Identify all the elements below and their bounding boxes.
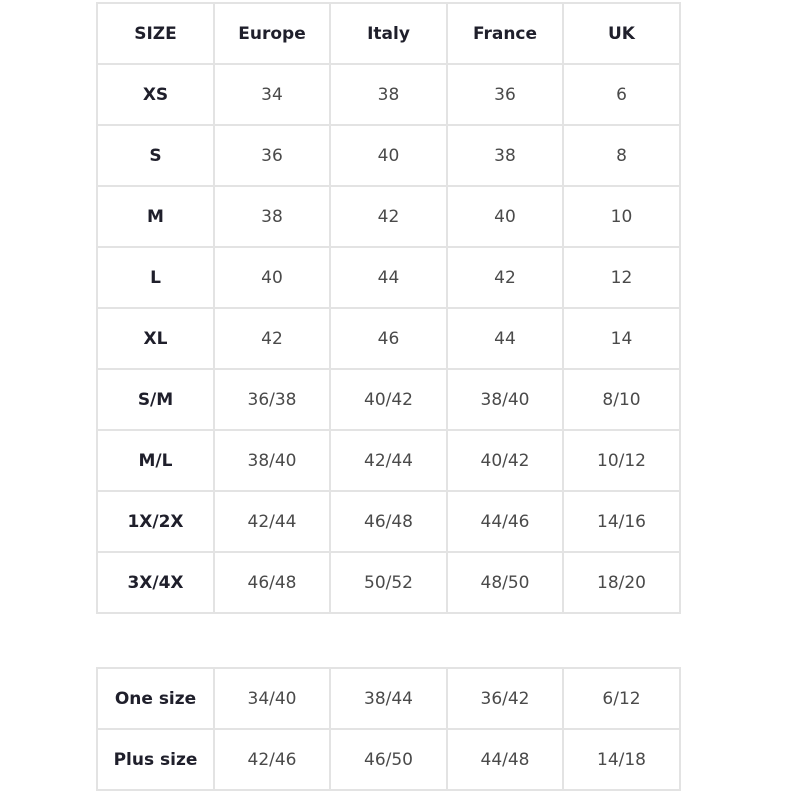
size-label-cell: Plus size	[96, 728, 215, 791]
size-value-cell: 36/42	[446, 667, 564, 730]
size-value-cell: 14/16	[562, 490, 681, 553]
size-chart-table: SIZE Europe Italy France UK XS 34 38 36 6 S 36 40 38 8…	[96, 2, 681, 614]
size-value-cell: 42	[446, 246, 564, 309]
size-value-cell: 42	[329, 185, 448, 248]
size-value-cell: 46/50	[329, 728, 448, 791]
extra-size-table: One size 34/40 38/44 36/42 6/12 Plus size 42/4…	[96, 667, 681, 791]
column-header: France	[446, 2, 564, 65]
size-value-cell: 36	[213, 124, 331, 187]
size-value-cell: 40	[329, 124, 448, 187]
size-value-cell: 18/20	[562, 551, 681, 614]
size-value-cell: 42/44	[213, 490, 331, 553]
size-label-cell: One size	[96, 667, 215, 730]
size-value-cell: 48/50	[446, 551, 564, 614]
size-value-cell: 36/38	[213, 368, 331, 431]
table-row: Plus size 42/46 46/50 44/48 14/18	[96, 728, 681, 791]
size-label-cell: M	[96, 185, 215, 248]
size-value-cell: 38/40	[213, 429, 331, 492]
size-value-cell: 44	[446, 307, 564, 370]
table-row: 3X/4X 46/48 50/52 48/50 18/20	[96, 551, 681, 614]
header-row: SIZE Europe Italy France UK	[96, 2, 681, 65]
table-row: S 36 40 38 8	[96, 124, 681, 187]
size-value-cell: 10/12	[562, 429, 681, 492]
table-row: S/M 36/38 40/42 38/40 8/10	[96, 368, 681, 431]
size-label-cell: S/M	[96, 368, 215, 431]
size-value-cell: 40	[446, 185, 564, 248]
column-header: Europe	[213, 2, 331, 65]
size-label-cell: S	[96, 124, 215, 187]
size-value-cell: 42	[213, 307, 331, 370]
size-value-cell: 34/40	[213, 667, 331, 730]
size-value-cell: 44	[329, 246, 448, 309]
size-value-cell: 40/42	[329, 368, 448, 431]
column-header: SIZE	[96, 2, 215, 65]
size-value-cell: 38	[446, 124, 564, 187]
size-value-cell: 14/18	[562, 728, 681, 791]
size-value-cell: 6	[562, 63, 681, 126]
size-value-cell: 40	[213, 246, 331, 309]
size-value-cell: 6/12	[562, 667, 681, 730]
size-value-cell: 12	[562, 246, 681, 309]
size-value-cell: 8/10	[562, 368, 681, 431]
size-value-cell: 10	[562, 185, 681, 248]
size-value-cell: 38	[213, 185, 331, 248]
size-value-cell: 36	[446, 63, 564, 126]
size-label-cell: XL	[96, 307, 215, 370]
column-header: UK	[562, 2, 681, 65]
size-value-cell: 46/48	[213, 551, 331, 614]
column-header: Italy	[329, 2, 448, 65]
size-label-cell: 3X/4X	[96, 551, 215, 614]
size-value-cell: 38/40	[446, 368, 564, 431]
size-value-cell: 38	[329, 63, 448, 126]
size-label-cell: 1X/2X	[96, 490, 215, 553]
table-row: M 38 42 40 10	[96, 185, 681, 248]
table-row: XL 42 46 44 14	[96, 307, 681, 370]
table-row: M/L 38/40 42/44 40/42 10/12	[96, 429, 681, 492]
size-value-cell: 42/44	[329, 429, 448, 492]
size-value-cell: 44/46	[446, 490, 564, 553]
table-row: L 40 44 42 12	[96, 246, 681, 309]
size-value-cell: 8	[562, 124, 681, 187]
size-label-cell: L	[96, 246, 215, 309]
size-value-cell: 50/52	[329, 551, 448, 614]
size-value-cell: 46	[329, 307, 448, 370]
size-value-cell: 44/48	[446, 728, 564, 791]
table-row: XS 34 38 36 6	[96, 63, 681, 126]
size-value-cell: 42/46	[213, 728, 331, 791]
size-value-cell: 38/44	[329, 667, 448, 730]
size-label-cell: XS	[96, 63, 215, 126]
size-value-cell: 34	[213, 63, 331, 126]
size-label-cell: M/L	[96, 429, 215, 492]
table-row: One size 34/40 38/44 36/42 6/12	[96, 667, 681, 730]
size-value-cell: 14	[562, 307, 681, 370]
size-value-cell: 40/42	[446, 429, 564, 492]
table-row: 1X/2X 42/44 46/48 44/46 14/16	[96, 490, 681, 553]
size-value-cell: 46/48	[329, 490, 448, 553]
